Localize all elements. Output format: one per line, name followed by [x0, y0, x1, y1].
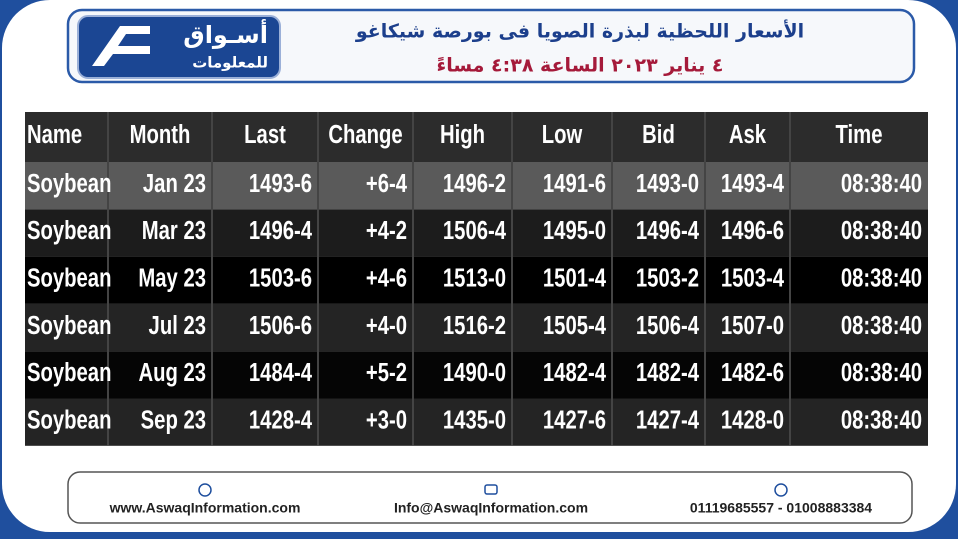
cell: 08:38:40	[841, 168, 922, 197]
cell: 1516-2	[443, 310, 506, 339]
email: Info@AswaqInformation.com	[394, 500, 588, 516]
cell: 1482-6	[721, 358, 784, 387]
cell: +4-0	[366, 310, 407, 339]
cell: 1427-6	[543, 405, 606, 434]
cell: 08:38:40	[841, 358, 922, 387]
cell: 1435-0	[443, 405, 506, 434]
cell: 1506-4	[443, 216, 506, 245]
cell: 1503-6	[249, 263, 312, 292]
cell: +5-2	[366, 358, 407, 387]
cell: +6-4	[366, 168, 407, 197]
logo-icon	[92, 26, 150, 66]
cell: Jul 23	[149, 310, 206, 339]
row-bg	[25, 351, 928, 399]
name-cell: Soybean	[27, 168, 111, 197]
cell: 1495-0	[543, 216, 606, 245]
logo-tagline: للمعلومات	[192, 54, 268, 72]
cell: 1428-4	[249, 405, 312, 434]
column-header: Low	[542, 119, 583, 148]
cell: +3-0	[366, 405, 407, 434]
cell: 1503-4	[721, 263, 784, 292]
cell: 1496-6	[721, 216, 784, 245]
column-header: Bid	[642, 119, 675, 148]
row-bg	[25, 162, 928, 210]
cell: 08:38:40	[841, 310, 922, 339]
web-icon	[198, 483, 212, 497]
cell: 08:38:40	[841, 405, 922, 434]
cell: 1503-2	[636, 263, 699, 292]
name-cell: Soybean	[27, 358, 111, 387]
cell: 1490-0	[443, 358, 506, 387]
column-header: Time	[836, 119, 883, 148]
cell: 1496-2	[443, 168, 506, 197]
header-row	[25, 112, 928, 162]
cell: 1505-4	[543, 310, 606, 339]
name-cell: Soybean	[27, 310, 111, 339]
phone: 01119685557 - 01008883384	[690, 500, 872, 516]
cell: Aug 23	[138, 358, 206, 387]
cell: 1482-4	[636, 358, 699, 387]
cell: 1507-0	[721, 310, 784, 339]
cell: 1496-4	[636, 216, 699, 245]
cell: 1493-0	[636, 168, 699, 197]
cell: 1428-0	[721, 405, 784, 434]
cell: Sep 23	[141, 405, 206, 434]
cell: 1484-4	[249, 358, 312, 387]
mail-icon	[484, 484, 498, 495]
footer-box	[67, 471, 913, 524]
name-cell: Soybean	[27, 405, 111, 434]
column-header: Last	[244, 119, 286, 148]
name-cell: Soybean	[27, 216, 111, 245]
cell: 1482-4	[543, 358, 606, 387]
cell: 08:38:40	[841, 216, 922, 245]
cell: 1501-4	[543, 263, 606, 292]
column-header: Ask	[729, 119, 766, 148]
cell: 1506-4	[636, 310, 699, 339]
row-bg	[25, 303, 928, 352]
name-cell: Soybean	[27, 263, 111, 292]
cell: Mar 23	[142, 216, 206, 245]
column-header: Name	[27, 119, 82, 148]
cell: +4-2	[366, 216, 407, 245]
cell: +4-6	[366, 263, 407, 292]
row-bg	[25, 256, 928, 304]
cell: 1491-6	[543, 168, 606, 197]
price-table: Name Month Last Change High Low Bid Ask Time Soyb…	[25, 112, 928, 446]
cell: 1427-4	[636, 405, 699, 434]
cell: 1493-4	[721, 168, 784, 197]
title: الأسعار اللحظية لبذرة الصويا فى بورصة شي…	[355, 20, 804, 43]
cell: 1513-0	[443, 263, 506, 292]
cell: 1496-4	[249, 216, 312, 245]
cell: Jan 23	[143, 168, 206, 197]
cell: May 23	[138, 263, 206, 292]
logo-name: أسـواق	[183, 19, 268, 49]
column-header: Change	[328, 119, 402, 148]
website: www.AswaqInformation.com	[109, 500, 301, 516]
row-bg	[25, 209, 928, 257]
row-bg	[25, 398, 928, 446]
subtitle: ٤ يناير ٢٠٢٣ الساعة ٤:٣٨ مساءً	[436, 55, 723, 77]
cell: 1493-6	[249, 168, 312, 197]
cell: 08:38:40	[841, 263, 922, 292]
column-header: Month	[130, 119, 191, 148]
phone-icon	[774, 483, 788, 497]
cell: 1506-6	[249, 310, 312, 339]
column-header: High	[440, 119, 485, 148]
